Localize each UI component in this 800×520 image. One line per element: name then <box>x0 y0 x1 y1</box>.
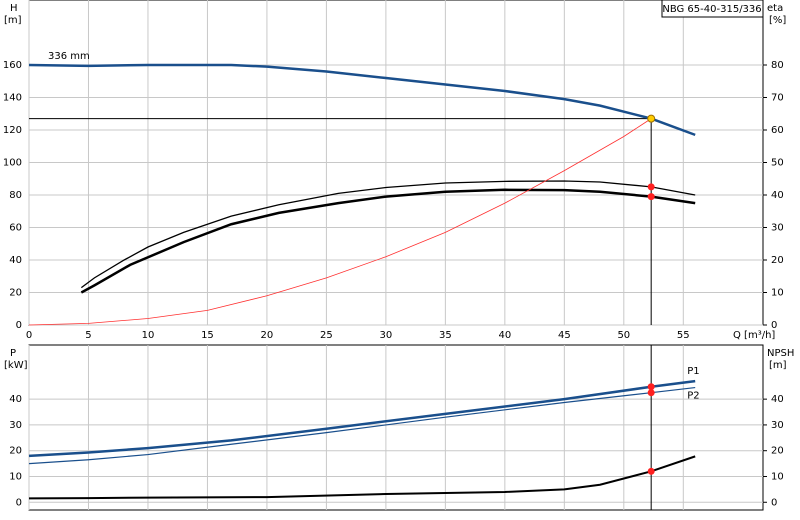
curve-label: P1 <box>687 366 699 377</box>
x-tick-label: 55 <box>677 330 690 341</box>
curve <box>80 188 696 294</box>
y-label: P <box>10 348 16 359</box>
chart-title: NBG 65-40-315/336 <box>662 4 761 15</box>
y-tick-label: 30 <box>9 420 22 431</box>
y-tick-label: 10 <box>9 471 22 482</box>
y-unit: [kW] <box>4 360 28 371</box>
curve <box>28 455 696 500</box>
curve <box>80 180 696 289</box>
y-tick-label: 0 <box>16 497 22 508</box>
y-tick-label: 80 <box>9 190 22 201</box>
y-label: H <box>10 3 18 14</box>
operating-point <box>647 193 655 201</box>
y-tick-label: 60 <box>9 223 22 234</box>
y-tick-label: 120 <box>3 125 22 136</box>
x-tick-label: 0 <box>26 330 32 341</box>
x-tick-label: 20 <box>261 330 274 341</box>
y2-tick-label: 40 <box>771 394 784 405</box>
y-tick-label: 100 <box>3 158 22 169</box>
curve <box>28 63 696 137</box>
x-tick-label: 15 <box>201 330 214 341</box>
curve-label: P2 <box>687 391 699 402</box>
y-unit: [m] <box>4 15 22 26</box>
y-tick-label: 0 <box>16 320 22 331</box>
y-tick-label: 40 <box>9 394 22 405</box>
curve <box>28 379 696 458</box>
plot-area <box>28 344 764 511</box>
operating-point <box>647 383 655 391</box>
y2-tick-label: 10 <box>771 471 784 482</box>
x-tick-label: 45 <box>558 330 571 341</box>
y2-tick-label: 80 <box>771 60 784 71</box>
operating-point <box>647 467 655 475</box>
curve <box>28 118 652 326</box>
x-tick-label: 30 <box>380 330 393 341</box>
y2-tick-label: 40 <box>771 190 784 201</box>
y-tick-label: 140 <box>3 93 22 104</box>
x-tick-label: 10 <box>142 330 155 341</box>
x-tick-label: 40 <box>498 330 511 341</box>
y-tick-label: 40 <box>9 255 22 266</box>
y2-tick-label: 30 <box>771 420 784 431</box>
y2-tick-label: 60 <box>771 125 784 136</box>
y2-tick-label: 20 <box>771 255 784 266</box>
curve <box>28 386 696 465</box>
y2-tick-label: 20 <box>771 446 784 457</box>
y2-label: NPSH <box>767 348 794 359</box>
y2-tick-label: 0 <box>771 320 777 331</box>
operating-point <box>647 114 656 123</box>
x-label: Q [m³/h] <box>733 330 775 341</box>
curve-label: 336 mm <box>48 51 90 62</box>
x-tick-label: 50 <box>617 330 630 341</box>
x-tick-label: 5 <box>85 330 91 341</box>
operating-point <box>647 389 655 397</box>
y2-unit: [%] <box>769 15 786 26</box>
y2-unit: [m] <box>769 360 787 371</box>
y2-label: eta <box>767 3 783 14</box>
y2-tick-label: 50 <box>771 158 784 169</box>
y2-tick-label: 10 <box>771 288 784 299</box>
y2-tick-label: 30 <box>771 223 784 234</box>
x-tick-label: 35 <box>439 330 452 341</box>
y2-tick-label: 0 <box>771 497 777 508</box>
x-tick-label: 25 <box>320 330 333 341</box>
y-tick-label: 20 <box>9 288 22 299</box>
y-tick-label: 20 <box>9 446 22 457</box>
operating-point <box>647 183 655 191</box>
y2-tick-label: 70 <box>771 93 784 104</box>
title-box <box>661 0 764 18</box>
y-tick-label: 160 <box>3 60 22 71</box>
